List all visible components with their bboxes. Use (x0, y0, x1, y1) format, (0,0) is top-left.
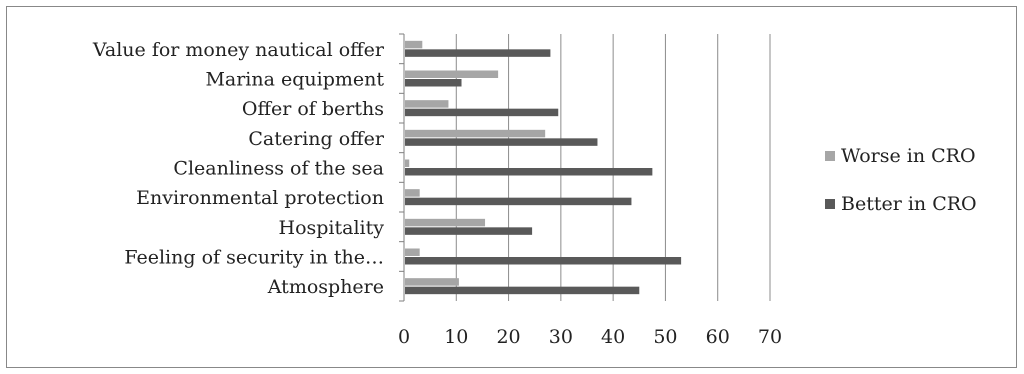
bar-better-3 (405, 197, 632, 206)
x-tick-label-50: 50 (653, 326, 677, 348)
bar-better-0 (405, 286, 640, 295)
bar-worse-4 (405, 159, 410, 167)
x-tick-label-20: 20 (496, 326, 520, 348)
gridlines (455, 34, 771, 301)
category-labels: Atmosphere Feeling of security in the… Hos… (92, 39, 385, 298)
axes (399, 33, 405, 302)
category-label-7: Marina equipment (205, 69, 384, 91)
category-label-1: Feeling of security in the… (124, 247, 384, 269)
category-label-4: Cleanliness of the sea (173, 158, 384, 180)
x-tick-label-40: 40 (601, 326, 625, 348)
bar-better-1 (405, 257, 682, 265)
bar-worse-8 (405, 40, 423, 49)
bar-worse-0 (405, 278, 459, 286)
legend-label-0: Worse in CRO (841, 145, 976, 167)
category-label-6: Offer of berths (242, 98, 384, 120)
chart-frame (6, 6, 1017, 368)
legend-label-1: Better in CRO (841, 193, 977, 215)
bar-better-7 (405, 79, 462, 87)
bar-better-6 (405, 108, 559, 117)
x-tick-label-10: 10 (444, 326, 468, 348)
x-tick-label-60: 60 (706, 326, 730, 348)
legend: Worse in CRO Better in CRO (825, 145, 977, 215)
bar-worse-5 (405, 129, 546, 138)
bars (405, 40, 682, 295)
bar-worse-7 (405, 70, 499, 78)
bar-better-2 (405, 227, 533, 235)
bar-worse-6 (405, 100, 449, 108)
legend-swatch-1 (825, 199, 835, 209)
category-label-3: Environmental protection (136, 187, 384, 209)
bar-worse-2 (405, 218, 486, 227)
x-tick-label-0: 0 (398, 326, 410, 348)
category-label-2: Hospitality (279, 217, 385, 239)
bar-better-8 (405, 49, 551, 57)
category-label-5: Catering offer (248, 128, 385, 150)
bar-better-4 (405, 168, 653, 176)
legend-swatch-0 (825, 151, 835, 161)
x-tick-label-30: 30 (549, 326, 573, 348)
category-label-8: Value for money nautical offer (92, 39, 385, 61)
bar-worse-1 (405, 248, 420, 256)
x-tick-labels: 0 10 20 30 40 50 60 70 (398, 326, 782, 348)
bar-worse-3 (405, 189, 420, 197)
x-tick-label-70: 70 (758, 326, 782, 348)
bar-better-5 (405, 138, 598, 146)
category-label-0: Atmosphere (267, 276, 384, 298)
